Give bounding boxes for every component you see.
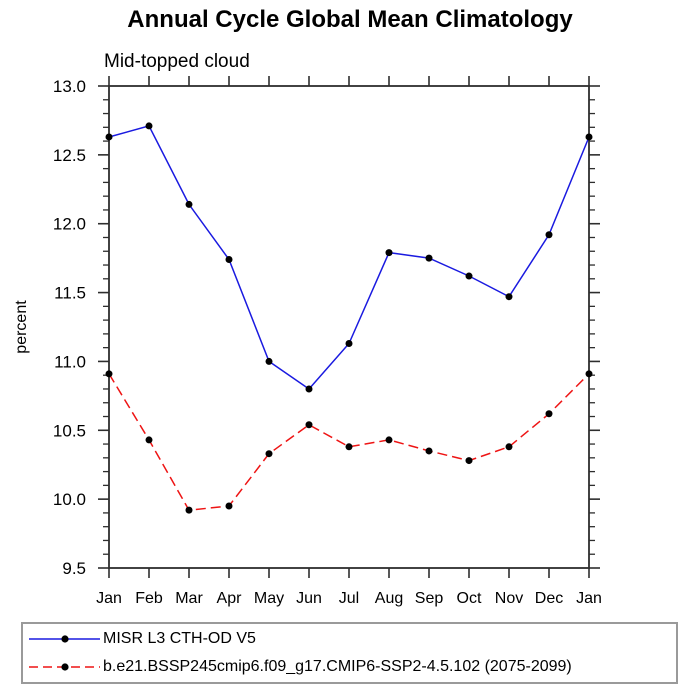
- data-point-marker: [305, 385, 313, 393]
- data-point-marker: [385, 249, 393, 257]
- x-tick-label: Jan: [96, 590, 122, 607]
- y-tick-label: 10.0: [53, 490, 86, 509]
- x-tick-label: Jun: [296, 590, 322, 607]
- plot-subtitle: Mid-topped cloud: [104, 51, 250, 72]
- data-point-marker: [585, 133, 593, 141]
- y-tick-label: 11.0: [54, 352, 86, 371]
- legend-line-sample-solid: [29, 635, 100, 643]
- data-point-marker: [265, 450, 273, 458]
- data-point-marker: [465, 272, 473, 280]
- data-point-marker: [145, 122, 153, 130]
- data-point-marker: [225, 502, 233, 510]
- y-tick-label: 12.0: [53, 215, 86, 234]
- x-tick-label: Nov: [495, 590, 523, 607]
- y-tick-label: 11.5: [54, 284, 86, 303]
- data-point-marker: [225, 256, 233, 264]
- data-point-marker: [585, 370, 593, 378]
- x-tick-label: May: [254, 590, 284, 607]
- data-point-marker: [105, 370, 113, 378]
- x-tick-label: Oct: [457, 590, 482, 607]
- legend-sample-marker: [61, 663, 69, 671]
- data-point-marker: [145, 436, 153, 444]
- series-layer: [105, 122, 593, 514]
- legend-item-cmip6: b.e21.BSSP245cmip6.f09_g17.CMIP6-SSP2-4.…: [23, 653, 676, 681]
- y-tick-label: 12.5: [53, 146, 86, 165]
- data-point-marker: [345, 443, 353, 451]
- chart-title: Annual Cycle Global Mean Climatology: [127, 6, 573, 33]
- x-tick-label: Feb: [135, 590, 163, 607]
- data-point-marker: [545, 410, 553, 418]
- data-point-marker: [105, 133, 113, 141]
- data-point-marker: [545, 231, 553, 239]
- x-tick-label: Sep: [415, 590, 444, 607]
- legend-box: MISR L3 CTH-OD V5 b.e21.BSSP245cmip6.f09…: [21, 622, 678, 684]
- series-line-1: [108, 373, 590, 511]
- y-tick-label: 13.0: [53, 77, 86, 96]
- data-point-marker: [265, 357, 273, 365]
- y-tick-label: 9.5: [62, 559, 86, 578]
- plot-canvas: Mid-topped cloud percent 13.0 12.5 12.0 11.…: [13, 51, 602, 607]
- legend-item-misr: MISR L3 CTH-OD V5: [23, 625, 676, 653]
- legend-label: MISR L3 CTH-OD V5: [103, 629, 256, 647]
- data-point-marker: [385, 436, 393, 444]
- series-line-0: [108, 125, 590, 390]
- legend-line-sample-dashed: [29, 663, 100, 671]
- x-tick-label: Mar: [175, 590, 203, 607]
- data-point-marker: [425, 447, 433, 455]
- x-tick-label: Apr: [217, 590, 243, 607]
- data-point-marker: [305, 421, 313, 429]
- data-point-marker: [505, 293, 513, 301]
- y-axis-title: percent: [13, 300, 30, 354]
- x-tick-label: Dec: [535, 590, 563, 607]
- x-tick-label: Jan: [576, 590, 602, 607]
- x-tick-label: Jul: [339, 590, 359, 607]
- data-point-marker: [425, 254, 433, 262]
- legend-sample-marker: [61, 635, 69, 643]
- data-point-marker: [465, 457, 473, 465]
- axes-layer: 13.0 12.5 12.0 11.5 11.0 10.5 10.0 9.5 Jan Feb Mar…: [53, 76, 602, 607]
- data-point-marker: [345, 340, 353, 348]
- data-point-marker: [185, 200, 193, 208]
- x-tick-label: Aug: [375, 590, 403, 607]
- y-tick-label: 10.5: [53, 421, 86, 440]
- data-point-marker: [505, 443, 513, 451]
- data-point-marker: [185, 506, 193, 514]
- legend-label: b.e21.BSSP245cmip6.f09_g17.CMIP6-SSP2-4.…: [103, 658, 572, 676]
